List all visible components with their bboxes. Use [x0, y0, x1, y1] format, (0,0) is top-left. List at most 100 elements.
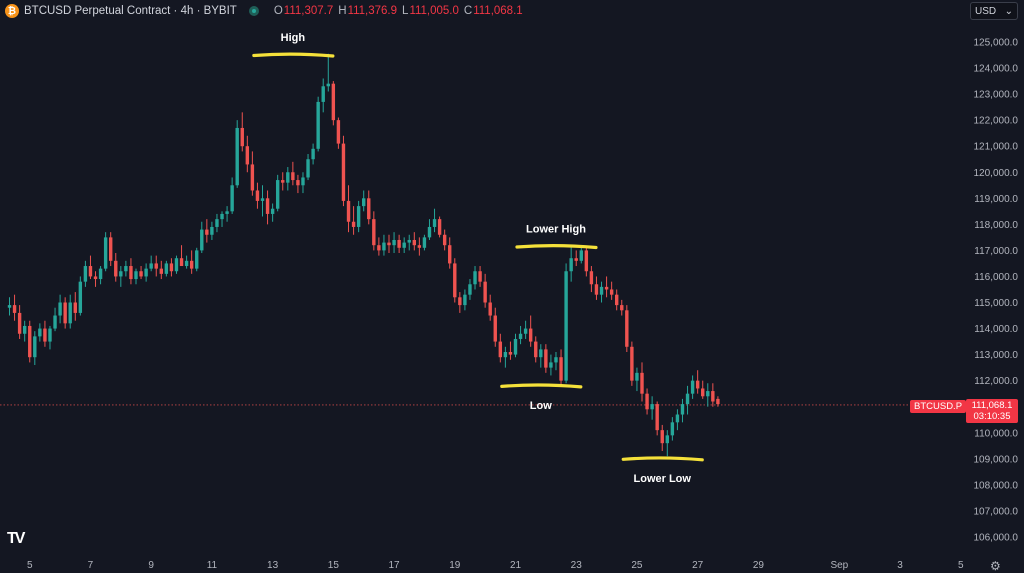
candle-body — [706, 391, 710, 397]
candle-body — [690, 380, 695, 394]
candle-body — [245, 146, 250, 165]
price-tag-box: 111,068.1 03:10:35 — [966, 399, 1018, 423]
candle — [463, 289, 467, 311]
highlight-stroke — [500, 383, 583, 389]
candle-body — [427, 226, 432, 238]
candle — [599, 281, 604, 303]
candle-body — [640, 372, 644, 394]
candle-body — [225, 211, 229, 214]
candle — [690, 375, 695, 399]
candle-body — [498, 341, 503, 358]
candle-body — [215, 219, 219, 227]
candle-body — [179, 258, 184, 267]
candle-body — [488, 302, 492, 316]
candle — [195, 247, 199, 272]
candle — [200, 221, 204, 254]
candle — [275, 174, 280, 212]
symbol-title[interactable]: BTCUSD Perpetual Contract · 4h · BYBIT — [24, 5, 237, 17]
chart-header: ₿ BTCUSD Perpetual Contract · 4h · BYBIT… — [0, 0, 960, 22]
candle — [458, 292, 462, 313]
price-tick-label: 121,000.0 — [974, 142, 1019, 153]
annotation: High — [252, 32, 335, 58]
candle — [184, 255, 189, 269]
candle-body — [210, 226, 214, 235]
candle — [144, 263, 148, 282]
candle-body — [154, 263, 158, 269]
candle-body — [184, 260, 189, 267]
candle — [28, 320, 32, 363]
candle — [291, 161, 295, 186]
candle — [503, 346, 508, 368]
candle — [635, 367, 639, 392]
annotation-label: Low — [530, 400, 552, 412]
candle — [63, 297, 67, 329]
candle-body — [63, 302, 67, 324]
candle-body — [442, 234, 447, 246]
candle-body — [346, 200, 351, 222]
candle-body — [129, 266, 133, 280]
highlight-stroke — [515, 244, 598, 250]
high-value: 111,376.9 — [347, 5, 398, 17]
candle — [139, 266, 143, 280]
candle-body — [650, 404, 654, 410]
candle-body — [301, 177, 305, 186]
candle-body — [508, 351, 513, 355]
close-value: 111,068.1 — [473, 5, 523, 17]
time-tick-label: 3 — [897, 560, 903, 571]
candle-body — [468, 284, 472, 295]
candle — [473, 266, 477, 290]
candle — [265, 190, 270, 225]
price-tick-label: 119,000.0 — [974, 194, 1018, 205]
time-axis: 5 7 9 11 13 15 17 19 21 23 25 27 29 Sep 3 5 — [27, 560, 964, 571]
candle-body — [402, 242, 406, 248]
candle — [174, 255, 179, 274]
candle — [367, 190, 371, 225]
candle — [240, 112, 244, 152]
candle-body — [407, 239, 411, 243]
currency-label: USD — [975, 5, 997, 17]
price-tick-label: 107,000.0 — [974, 506, 1019, 517]
candle — [615, 289, 619, 311]
candle-body — [523, 328, 528, 334]
candle — [528, 315, 533, 347]
gear-icon[interactable]: ⚙ — [990, 559, 1001, 573]
candle — [73, 292, 77, 321]
candle-body — [630, 346, 634, 381]
candle-body — [260, 198, 265, 201]
tradingview-logo-icon[interactable]: TV — [7, 530, 26, 547]
candle — [124, 260, 128, 277]
candle-body — [362, 198, 366, 207]
candle — [83, 260, 88, 287]
candle-body — [635, 372, 639, 381]
candle — [38, 323, 42, 342]
price-tick-label: 122,000.0 — [974, 116, 1019, 127]
candle — [468, 279, 472, 300]
candle — [159, 260, 163, 280]
candle-body — [478, 271, 482, 282]
candle-body — [321, 86, 325, 102]
candle-body — [58, 302, 62, 316]
price-tag-price: 111,068.1 — [971, 400, 1013, 411]
close-label: C — [463, 5, 473, 17]
candle-body — [275, 180, 280, 209]
candle — [437, 216, 442, 238]
candle-body — [33, 336, 37, 358]
candle-body — [599, 286, 604, 295]
candle-body — [78, 281, 83, 313]
candle — [88, 255, 93, 280]
candle-body — [473, 271, 477, 285]
high-label: H — [338, 5, 347, 17]
candle — [17, 305, 22, 339]
candle — [119, 266, 123, 287]
candle-body — [119, 271, 123, 277]
currency-select[interactable]: USD ⌄ — [970, 2, 1018, 20]
low-value: 111,005.0 — [409, 5, 459, 17]
candle — [179, 245, 184, 267]
market-status-icon[interactable] — [248, 6, 259, 16]
candle — [215, 213, 219, 233]
time-tick-label: 25 — [631, 560, 643, 571]
candle — [109, 232, 113, 267]
candle — [316, 96, 320, 152]
candle-body — [149, 263, 153, 269]
